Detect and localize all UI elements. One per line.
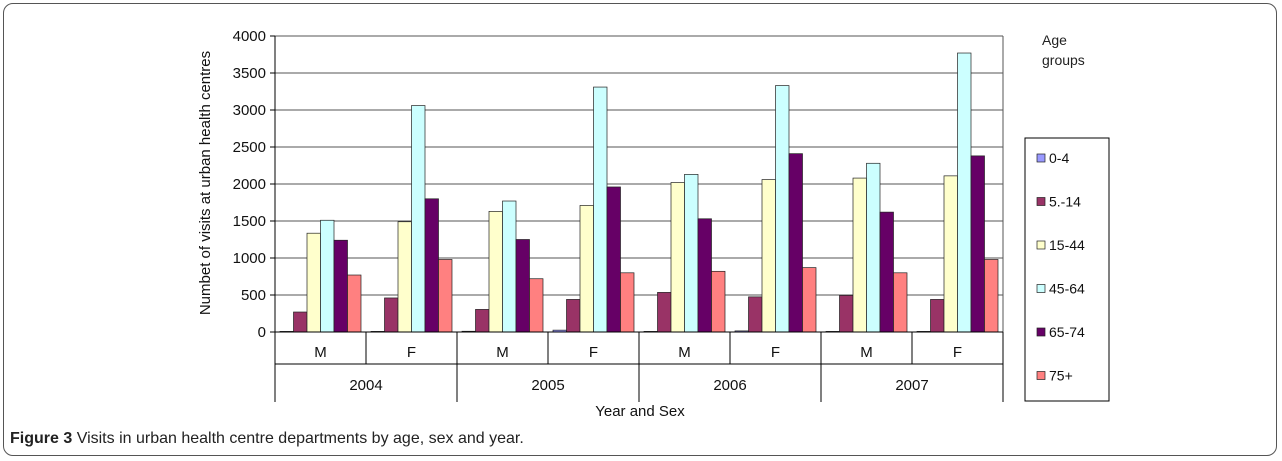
x-category-label: M <box>678 344 691 361</box>
bar-15-44-2007-M <box>852 177 867 333</box>
bar-75+-2004-F <box>438 259 453 333</box>
legend-label: 5.-14 <box>1049 194 1081 210</box>
caption-text: Visits in urban health centre department… <box>76 430 524 447</box>
y-tick-label: 2000 <box>233 176 266 193</box>
legend-swatch <box>1036 197 1046 206</box>
bar-45-64-2004-M <box>320 219 335 333</box>
bar-15-44-2007-F <box>943 175 958 333</box>
bar-45-64-2006-M <box>684 174 699 333</box>
bar-45-64-2005-F <box>593 86 608 333</box>
bar-5.-14-2005-F <box>566 299 581 333</box>
bar-65-74-2005-M <box>515 239 530 333</box>
x-category-label: F <box>589 344 598 361</box>
bar-15-44-2004-M <box>306 232 321 333</box>
bar-45-64-2005-M <box>502 200 517 333</box>
figure-caption: Figure 3 Visits in urban health centre d… <box>10 430 524 448</box>
legend-swatch <box>1036 284 1046 293</box>
bars <box>279 52 999 333</box>
bar-75+-2006-F <box>802 267 817 333</box>
x-category-label: F <box>407 344 416 361</box>
bar-5.-14-2006-F <box>748 296 763 333</box>
x-category-label: F <box>953 344 962 361</box>
bar-15-44-2005-M <box>488 211 503 333</box>
caption-label: Figure 3 <box>10 430 73 447</box>
bar-75+-2006-M <box>711 270 726 333</box>
y-axis-title: Numbet of visits at urban health centres <box>197 51 214 315</box>
legend-title-line2: groups <box>1042 52 1085 68</box>
x-group-label: 2004 <box>349 377 382 394</box>
bar-45-64-2004-F <box>411 105 426 333</box>
legend-swatch <box>1036 153 1046 163</box>
bar-5.-14-2004-F <box>384 297 399 333</box>
x-category-label: M <box>496 344 509 361</box>
bar-75+-2005-F <box>620 272 635 333</box>
bar-45-64-2007-M <box>866 162 881 333</box>
legend-title-line1: Age <box>1042 32 1067 48</box>
bar-65-74-2004-F <box>424 198 439 333</box>
bar-65-74-2006-F <box>788 153 803 333</box>
bar-65-74-2006-M <box>697 218 712 333</box>
axes: 0 500 1000 1500 2000 2500 3000 3500 4000 M F M F M F M F… <box>233 28 1004 402</box>
bar-75+-2007-M <box>893 272 908 333</box>
legend-swatch <box>1036 327 1046 337</box>
bar-5.-14-2006-M <box>657 292 672 333</box>
legend: 0-4 5.-14 15-44 45-64 65-74 75+ <box>1024 137 1110 402</box>
y-tick-label: 0 <box>258 324 266 341</box>
legend-swatch <box>1036 371 1046 380</box>
legend-label: 45-64 <box>1049 281 1085 297</box>
bar-65-74-2007-F <box>970 155 985 333</box>
bar-15-44-2006-F <box>761 179 776 333</box>
bar-65-74-2004-M <box>333 239 348 333</box>
bar-75+-2005-M <box>529 278 544 333</box>
bar-75+-2007-F <box>984 259 999 333</box>
bar-65-74-2005-F <box>606 186 621 333</box>
legend-label: 0-4 <box>1049 150 1069 166</box>
legend-swatch <box>1036 240 1046 250</box>
x-group-label: 2007 <box>895 377 928 394</box>
bar-5.-14-2007-M <box>839 295 854 333</box>
y-tick-label: 2500 <box>233 139 266 156</box>
bar-15-44-2004-F <box>397 221 412 333</box>
bar-65-74-2007-M <box>879 211 894 333</box>
y-tick-label: 1500 <box>233 213 266 230</box>
bar-5.-14-2007-F <box>930 299 945 333</box>
y-tick-label: 3500 <box>233 65 266 82</box>
y-tick-label: 500 <box>241 287 266 304</box>
bar-45-64-2006-F <box>775 85 790 333</box>
x-category-label: M <box>860 344 873 361</box>
legend-label: 75+ <box>1049 368 1073 384</box>
legend-label: 15-44 <box>1049 237 1085 253</box>
bar-15-44-2006-M <box>670 182 685 333</box>
x-category-label: M <box>314 344 327 361</box>
bar-75+-2004-M <box>347 274 362 333</box>
x-category-label: F <box>771 344 780 361</box>
bar-5.-14-2005-M <box>475 309 490 333</box>
y-tick-label: 3000 <box>233 102 266 119</box>
x-axis-title: Year and Sex <box>595 403 685 420</box>
y-tick-label: 1000 <box>233 250 266 267</box>
y-tick-label: 4000 <box>233 28 266 45</box>
bar-15-44-2005-F <box>579 205 594 333</box>
x-group-label: 2006 <box>713 377 746 394</box>
legend-box <box>1024 137 1110 402</box>
x-group-label: 2005 <box>531 377 564 394</box>
legend-label: 65-74 <box>1049 324 1085 340</box>
bar-45-64-2007-F <box>957 52 972 333</box>
bar-5.-14-2004-M <box>293 311 308 333</box>
